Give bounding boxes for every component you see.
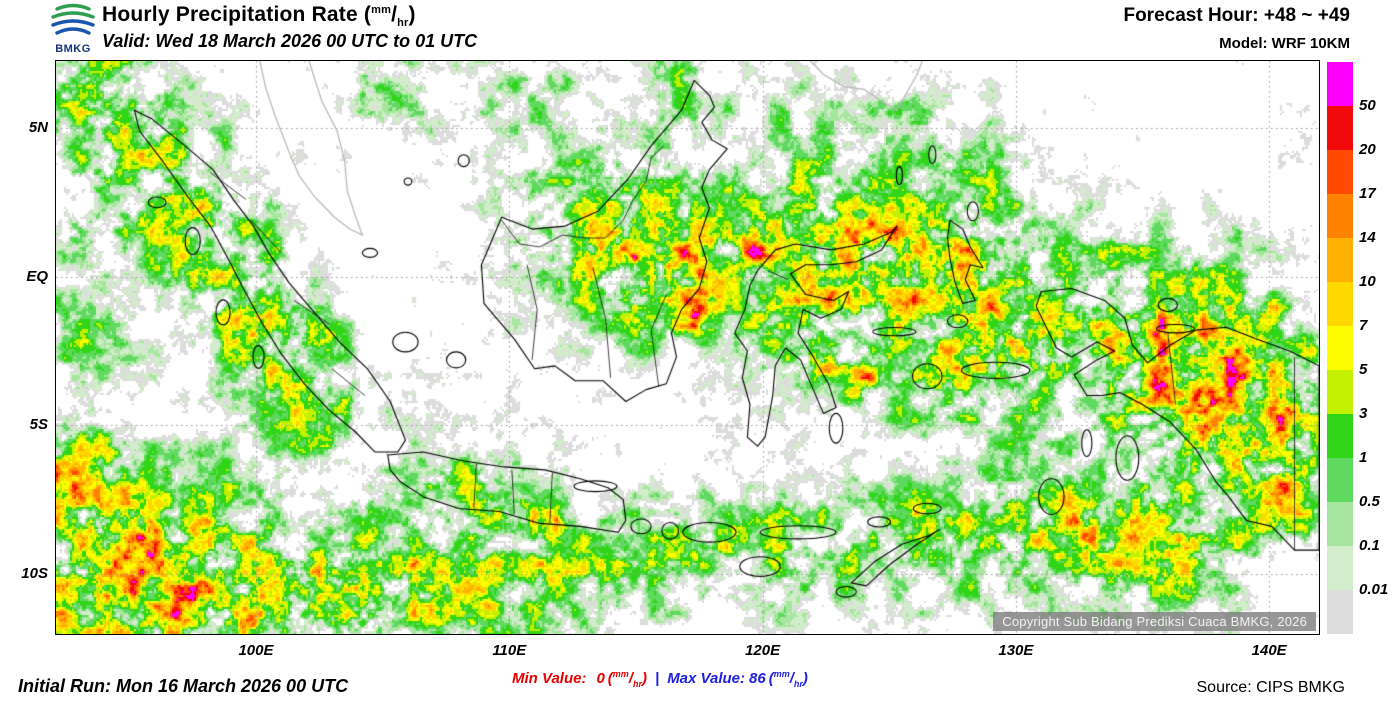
colorbar-segment-4 xyxy=(1327,238,1353,282)
colorbar-segment-6 xyxy=(1327,326,1353,370)
colorbar-label-17: 17 xyxy=(1359,185,1376,202)
colorbar-segment-12 xyxy=(1327,590,1353,634)
colorbar-label-3: 3 xyxy=(1359,405,1368,422)
colorbar-label-0.01: 0.01 xyxy=(1359,581,1389,598)
lat-label-5S: 5S xyxy=(29,416,48,434)
bmkg-logo-icon xyxy=(51,3,95,35)
lon-label-120E: 120E xyxy=(745,642,781,659)
colorbar-segment-7 xyxy=(1327,370,1353,414)
lat-label-EQ: EQ xyxy=(26,267,48,285)
minmax-separator: | xyxy=(654,670,660,687)
colorbar-label-0.5: 0.5 xyxy=(1359,493,1380,510)
colorbar-segment-10 xyxy=(1327,502,1353,546)
colorbar-label-0.1: 0.1 xyxy=(1359,537,1380,554)
title-unit: (mm/hr) xyxy=(363,3,416,30)
min-value: 0 xyxy=(596,670,605,687)
lon-label-100E: 100E xyxy=(238,642,274,659)
min-value-label: Min Value: xyxy=(512,670,587,687)
lat-label-5N: 5N xyxy=(28,119,48,136)
colorbar-segment-1 xyxy=(1327,106,1353,150)
lon-label-130E: 130E xyxy=(998,642,1034,659)
colorbar-label-50: 50 xyxy=(1359,97,1376,114)
source-label: Source: CIPS BMKG xyxy=(1196,679,1346,696)
colorbar-segment-0 xyxy=(1327,62,1353,106)
max-value-label: Max Value: xyxy=(667,670,745,687)
valid-time: Valid: Wed 18 March 2026 00 UTC to 01 UT… xyxy=(102,31,478,51)
initial-run: Initial Run: Mon 16 March 2026 00 UTC xyxy=(18,676,349,696)
max-value: 86 xyxy=(749,670,766,687)
lon-label-110E: 110E xyxy=(492,642,527,659)
bmkg-logo: BMKG xyxy=(46,1,100,55)
lon-label-140E: 140E xyxy=(1251,642,1287,659)
colorbar-segment-2 xyxy=(1327,150,1353,194)
colorbar-label-5: 5 xyxy=(1359,361,1368,378)
colorbar-segment-8 xyxy=(1327,414,1353,458)
precipitation-map-canvas xyxy=(56,61,1319,634)
model-label: Model: WRF 10KM xyxy=(1219,35,1350,52)
colorbar-label-20: 20 xyxy=(1359,141,1376,158)
page-title-text: Hourly Precipitation Rate xyxy=(102,3,364,26)
colorbar-label-7: 7 xyxy=(1359,317,1368,334)
max-unit: (mm/hr) xyxy=(768,669,808,689)
lat-label-10S: 10S xyxy=(21,564,48,582)
colorbar-segment-3 xyxy=(1327,194,1353,238)
map-frame: Copyright Sub Bidang Prediksi Cuaca BMKG… xyxy=(55,60,1320,635)
page-title: Hourly Precipitation Rate (mm/hr) xyxy=(102,3,416,29)
colorbar-label-1: 1 xyxy=(1359,449,1368,466)
forecast-hour: Forecast Hour: +48 ~ +49 xyxy=(1123,5,1350,26)
colorbar xyxy=(1327,62,1353,634)
colorbar-label-14: 14 xyxy=(1359,229,1376,246)
bmkg-logo-label: BMKG xyxy=(55,43,91,55)
colorbar-segment-11 xyxy=(1327,546,1353,590)
colorbar-segment-5 xyxy=(1327,282,1353,326)
colorbar-label-10: 10 xyxy=(1359,273,1376,290)
minmax-values: Min Value: 0 (mm/hr) | Max Value: 86 (mm/hr) xyxy=(512,669,808,689)
colorbar-segment-9 xyxy=(1327,458,1353,502)
min-unit: (mm/hr) xyxy=(607,669,647,689)
copyright-overlay: Copyright Sub Bidang Prediksi Cuaca BMKG… xyxy=(993,612,1316,631)
